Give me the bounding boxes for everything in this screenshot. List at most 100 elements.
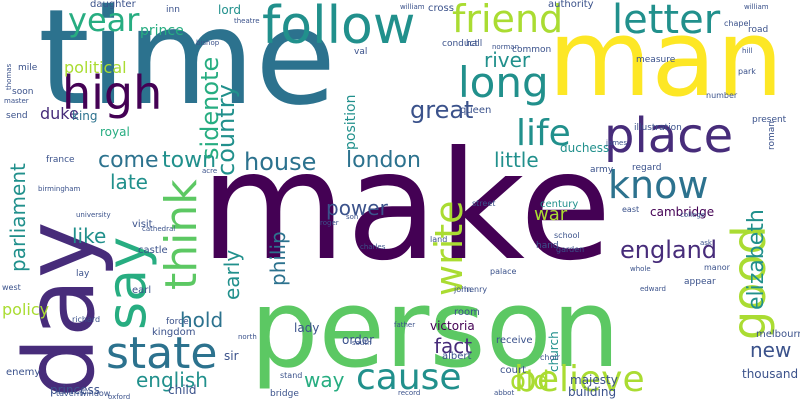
word: inn (166, 5, 180, 15)
word: duke (40, 104, 79, 123)
word: university (76, 211, 111, 219)
word: court (500, 365, 526, 376)
word: stand (280, 371, 303, 380)
word: oxford (108, 393, 131, 400)
word: like (72, 224, 107, 248)
word: new (750, 338, 792, 362)
word: follow (262, 0, 416, 56)
word: castle (138, 245, 168, 256)
word: street (472, 199, 496, 208)
word: john (454, 285, 472, 294)
word: receive (496, 335, 533, 346)
word: thousand (742, 367, 799, 381)
word: building (568, 385, 617, 399)
word: london (346, 148, 421, 173)
word: england (620, 236, 718, 264)
word: palace (490, 267, 517, 276)
word: elizabeth (744, 209, 769, 310)
word: send (6, 111, 28, 121)
word: policy (2, 300, 50, 319)
word: cathedral (142, 225, 176, 233)
word: manor (704, 263, 730, 272)
word: write (427, 200, 471, 296)
word: make (200, 120, 612, 294)
word: bridge (270, 389, 299, 399)
word: mile (18, 63, 38, 73)
word: henry (464, 285, 488, 294)
word: road (748, 25, 769, 35)
word: birmingham (38, 185, 81, 193)
word: garden (556, 245, 585, 254)
word: believe (514, 359, 645, 400)
word: east (622, 205, 640, 214)
word: college (680, 211, 706, 219)
word: friend (452, 0, 564, 41)
word: hall (466, 39, 483, 49)
word: majesty (570, 373, 618, 387)
word: war (534, 204, 568, 225)
word: william (744, 3, 769, 11)
word: church (547, 331, 561, 372)
word: man (548, 0, 784, 120)
word: force (166, 317, 189, 327)
word: park (738, 67, 756, 76)
word: kingdom (152, 327, 196, 338)
word: chapel (724, 19, 751, 28)
word: great (410, 96, 474, 124)
word: record (398, 389, 421, 397)
word: old (510, 366, 550, 396)
word: william (400, 3, 425, 11)
word: time (38, 0, 337, 135)
word: tavern (56, 389, 82, 398)
word: victoria (430, 319, 475, 333)
word: abbot (494, 389, 515, 397)
word: philip (266, 231, 290, 286)
word: high (62, 66, 163, 120)
word: acre (202, 167, 218, 175)
word: early (220, 249, 244, 300)
word: sir (224, 349, 239, 363)
word: illustration (634, 123, 682, 133)
word: year (68, 1, 140, 39)
word: lord (218, 3, 242, 17)
word: way (304, 368, 345, 392)
word: richard (72, 315, 101, 324)
word: little (494, 148, 539, 172)
word: century (540, 199, 579, 210)
word: hill (742, 47, 753, 55)
word: prince (140, 23, 184, 39)
word: daughter (90, 0, 136, 10)
word: country (212, 84, 240, 176)
word: room (454, 307, 480, 318)
word: ask (700, 239, 712, 247)
word: state (106, 328, 218, 379)
word: town (162, 148, 217, 173)
word: duchess (560, 141, 610, 155)
word: power (326, 196, 388, 220)
word: army (590, 165, 614, 175)
word: fact (434, 334, 473, 358)
word: house (244, 148, 317, 176)
word: theatre (234, 17, 260, 25)
word: queen (460, 105, 492, 116)
word: person (250, 267, 621, 392)
word: measure (636, 55, 676, 65)
word: lay (76, 269, 90, 279)
word: lady (294, 321, 320, 335)
word: parliament (6, 163, 30, 272)
word: north (238, 333, 257, 341)
word: bishop (196, 39, 220, 47)
word: norman (492, 43, 520, 51)
word: royal (100, 125, 130, 139)
word: west (2, 283, 21, 292)
word: order (342, 333, 374, 347)
word: common (512, 45, 552, 55)
word: life (516, 113, 571, 154)
word: cause (356, 357, 462, 398)
word: know (608, 163, 709, 207)
word: child (168, 383, 197, 397)
word: regard (632, 163, 662, 173)
word: master (4, 97, 29, 105)
word: albert (442, 351, 472, 362)
